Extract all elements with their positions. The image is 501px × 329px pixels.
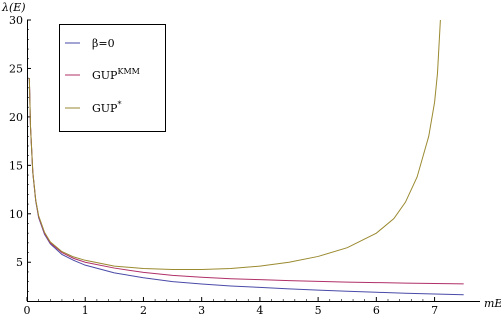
x-tick-label: 5	[315, 304, 322, 317]
series-lines	[28, 20, 464, 296]
series-line-3	[28, 20, 441, 271]
x-tick-label: 3	[198, 304, 205, 317]
y-tick-label: 20	[9, 111, 23, 124]
legend-box	[59, 24, 166, 132]
y-axis-label: λ(E)	[1, 1, 26, 14]
legend-label-superscript: KMM	[117, 67, 139, 76]
y-tick-label: 5	[16, 256, 23, 269]
x-tick-label: 2	[140, 304, 147, 317]
x-ticks: 0 1 2 3 4 5 6 7	[24, 297, 438, 317]
y-tick-label: 30	[9, 14, 23, 27]
legend-label-superscript: *	[117, 100, 121, 109]
y-tick-label: 10	[9, 208, 23, 221]
legend-label: β=0	[92, 37, 115, 50]
x-tick-label: 7	[431, 304, 438, 317]
x-tick-label: 4	[256, 304, 263, 317]
x-tick-label: 0	[24, 304, 31, 317]
x-tick-label: 6	[373, 304, 380, 317]
x-tick-label: 1	[82, 304, 89, 317]
y-ticks: 5 10 15 20 25 30	[9, 14, 31, 292]
legend-label: GUP*	[92, 100, 121, 115]
y-tick-label: 15	[9, 159, 23, 172]
x-axis-label: mE	[484, 297, 501, 310]
axes	[27, 20, 480, 302]
y-tick-label: 25	[9, 62, 23, 75]
